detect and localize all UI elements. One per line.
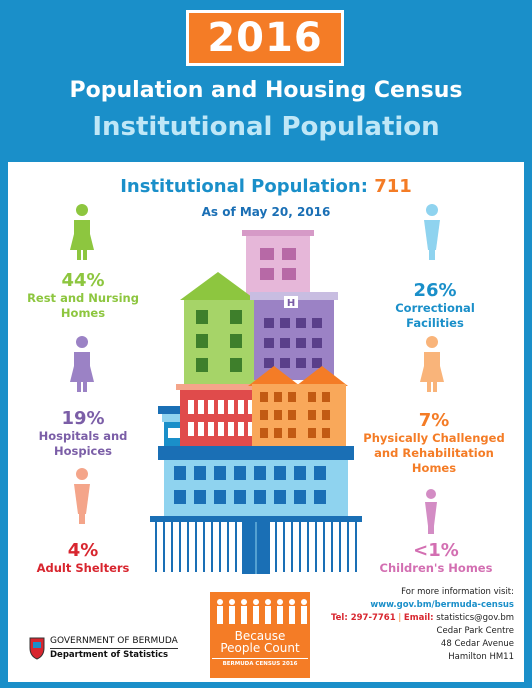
population-heading: Institutional Population: 711 [0,176,532,197]
stat-childrens-homes: <1% Children's Homes [366,540,506,576]
department-name: Department of Statistics [50,650,169,660]
year-badge: 2016 [186,10,344,66]
contact-info: For more information visit: www.gov.bm/b… [331,586,514,664]
stat-label: and Rehabilitation [374,446,494,460]
address-line: Hamilton HM11 [448,652,514,662]
logo-line: Because [234,629,286,643]
green-building [184,300,256,390]
census-logo: Because People Count BERMUDA CENSUS 2016 [210,592,310,678]
stat-rest-nursing: 44% Rest and Nursing Homes [18,270,148,321]
website-link[interactable]: www.gov.bm/bermuda-census [370,600,514,610]
stat-percent: <1% [413,540,459,561]
person-blue-icon [424,204,440,260]
address-line: 48 Cedar Avenue [440,639,514,649]
stat-label: Rest and Nursing [27,291,139,305]
stat-label: Physically Challenged [363,431,505,445]
person-green-icon [70,204,94,260]
address-line: Cedar Park Centre [436,626,514,636]
stat-percent: 44% [61,270,105,291]
heading-label: Institutional Population: [120,176,368,197]
heading-value: 711 [374,176,412,197]
coat-of-arms-icon [29,637,45,660]
stat-label: Correctional [395,301,475,315]
person-orange-icon [420,336,444,392]
stat-label: Hospitals and [38,429,128,443]
stat-label: Homes [411,461,457,475]
logo-line: People Count [220,641,300,655]
green-building-roof [180,272,256,300]
email-link[interactable]: statistics@gov.bm [436,613,514,623]
stat-label: Facilities [406,316,464,330]
gate [150,516,362,522]
logo-caption: BERMUDA CENSUS 2016 [212,658,308,667]
more-info-label: For more information visit: [401,587,514,597]
person-pink-icon [425,489,437,534]
stat-label: Hospices [53,444,112,458]
stat-label: Homes [60,306,106,320]
stat-hospitals: 19% Hospitals and Hospices [18,408,148,459]
stat-correctional: 26% Correctional Facilities [370,280,500,331]
stat-percent: 4% [67,540,99,561]
as-of-date: As of May 20, 2016 [201,205,331,219]
stat-label: Children's Homes [379,561,493,575]
stat-physically-challenged: 7% Physically Challenged and Rehabilitat… [352,410,516,476]
government-name: GOVERNMENT OF BERMUDA [50,636,178,649]
logo-text: Because People Count [210,630,310,654]
red-building [180,388,260,446]
stat-percent: 26% [413,280,457,301]
pink-building [246,234,310,298]
year: 2016 [207,15,323,61]
page-subtitle: Institutional Population [92,112,440,142]
separator: | [398,613,402,623]
people-icon [217,599,307,624]
header: 2016 Population and Housing Census Insti… [0,0,532,160]
phone-number: Tel: 297-7761 [331,613,396,623]
page-title: Population and Housing Census [69,78,463,103]
stat-label: Adult Shelters [36,561,130,575]
hospital-sign: H [287,298,295,309]
email-label: Email: [403,613,434,623]
stat-percent: 7% [418,410,450,431]
person-purple-icon [70,336,94,392]
stat-adult-shelters: 4% Adult Shelters [18,540,148,576]
person-salmon-icon [74,468,90,524]
stat-percent: 19% [61,408,105,429]
buildings-illustration: H [150,230,362,574]
